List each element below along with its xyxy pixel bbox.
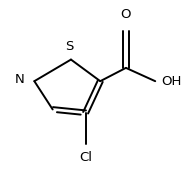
Text: O: O <box>121 8 131 21</box>
Text: Cl: Cl <box>79 151 92 164</box>
Text: OH: OH <box>161 75 182 88</box>
Text: N: N <box>15 73 25 86</box>
Text: S: S <box>65 40 73 53</box>
